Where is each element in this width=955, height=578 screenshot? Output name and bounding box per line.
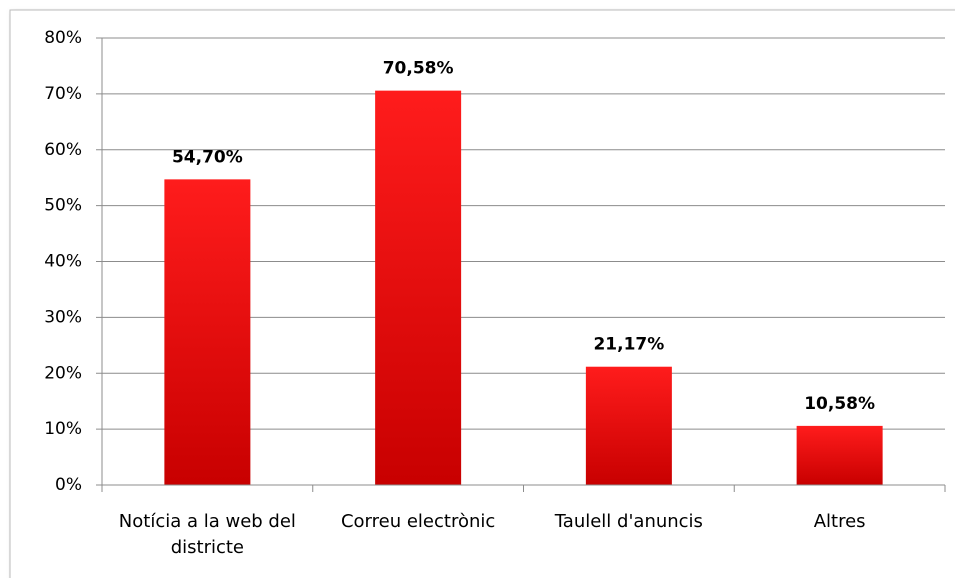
x-tick-label: Altres [813,511,866,532]
y-tick-label: 40% [44,252,82,272]
y-tick-label: 70% [44,84,82,104]
x-tick-label: Taulell d'anuncis [554,511,703,532]
data-label: 21,17% [593,335,664,355]
y-tick-label: 10% [44,419,82,439]
y-tick-label: 30% [44,307,82,327]
x-tick-label: Correu electrònic [340,511,496,532]
y-tick-label: 80% [44,28,82,48]
bar [585,366,672,485]
bar [375,90,462,485]
x-tick-label: Notícia a la web del districte [118,511,296,558]
data-label: 70,58% [383,59,454,79]
y-tick-label: 0% [55,475,82,495]
y-tick-label: 20% [44,363,82,383]
bar [796,425,883,485]
y-tick-label: 50% [44,196,82,216]
chart-frame [9,9,955,578]
y-tick-label: 60% [44,140,82,160]
data-label: 10,58% [804,394,875,414]
bar [164,179,251,485]
data-label: 54,70% [172,147,243,167]
